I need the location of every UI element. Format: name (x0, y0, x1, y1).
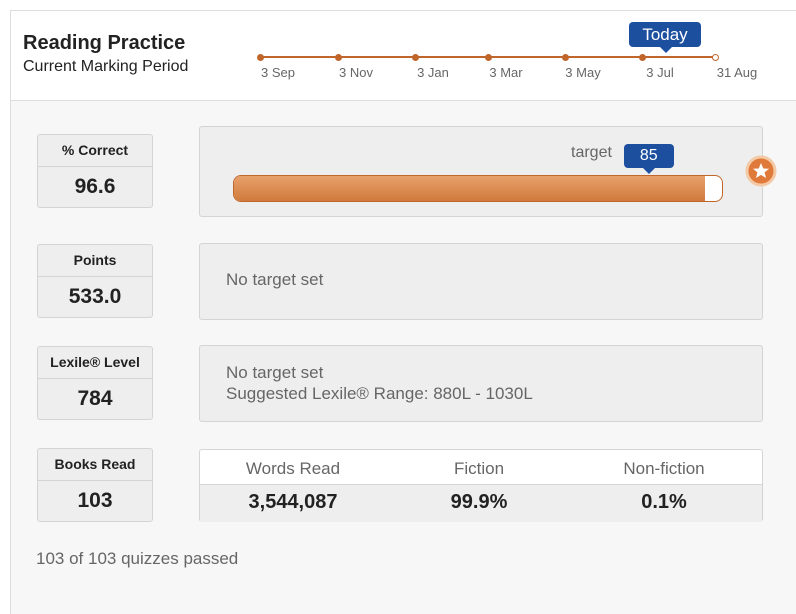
metric-box: % Correct 96.6 (37, 134, 153, 208)
metric-box: Lexile® Level 784 (37, 346, 153, 420)
date-label: 31 Aug (716, 65, 758, 80)
footer: 103 of 103 quizzes passed (36, 549, 239, 568)
star-badge (745, 155, 777, 187)
timeline-dot (256, 53, 264, 61)
metric-value: 784 (77, 387, 113, 410)
metric-value: 533.0 (68, 285, 122, 308)
date-label: 3 Sep (261, 65, 295, 80)
suggestion: Suggested Lexile® Range: 880L - 1030L (226, 384, 533, 403)
timeline-dot (561, 53, 569, 61)
subtitle: Current Marking Period (23, 58, 189, 75)
date-label: 3 Jul (646, 65, 674, 80)
target-pointer (641, 167, 656, 174)
lexile-panel (199, 345, 763, 422)
progress-fill (234, 176, 706, 201)
date-label: 3 May (565, 65, 601, 80)
stat-value: 99.9% (450, 491, 508, 513)
timeline-dot (334, 53, 342, 61)
timeline-dot (638, 53, 646, 61)
timeline-dot (711, 53, 719, 61)
date-label: 3 Jan (417, 65, 449, 80)
points-panel (199, 243, 763, 320)
metric-label: Books Read (38, 449, 152, 481)
note: No target set (226, 363, 324, 382)
metric-label: Points (38, 245, 152, 277)
stat-header: Non-fiction (623, 459, 705, 478)
today-marker: Today (629, 22, 701, 47)
metric-label: Lexile® Level (38, 347, 152, 379)
stat-header: Fiction (453, 459, 505, 478)
timeline-dot (484, 53, 492, 61)
metric-box: Points 533.0 (37, 244, 153, 318)
metric-value: 96.6 (74, 175, 116, 198)
date-label: 3 Mar (489, 65, 523, 80)
stat-value: 0.1% (641, 491, 687, 513)
metric-box: Books Read 103 (37, 448, 153, 522)
today-pointer (659, 46, 673, 53)
stat-header: Words Read (245, 459, 341, 478)
target-value: 85 (623, 144, 674, 168)
stat-value: 3,544,087 (248, 491, 338, 513)
metric-label: % Correct (38, 135, 152, 167)
progress-track: 85 (233, 144, 723, 202)
title: Reading Practice (23, 32, 186, 54)
timeline-dot (411, 53, 419, 61)
note: No target set (226, 270, 324, 289)
metric-value: 103 (77, 489, 113, 512)
date-label: 3 Nov (339, 65, 373, 80)
progress-panel (199, 126, 763, 217)
books-values-row (200, 484, 762, 522)
target-label: target (571, 144, 612, 161)
